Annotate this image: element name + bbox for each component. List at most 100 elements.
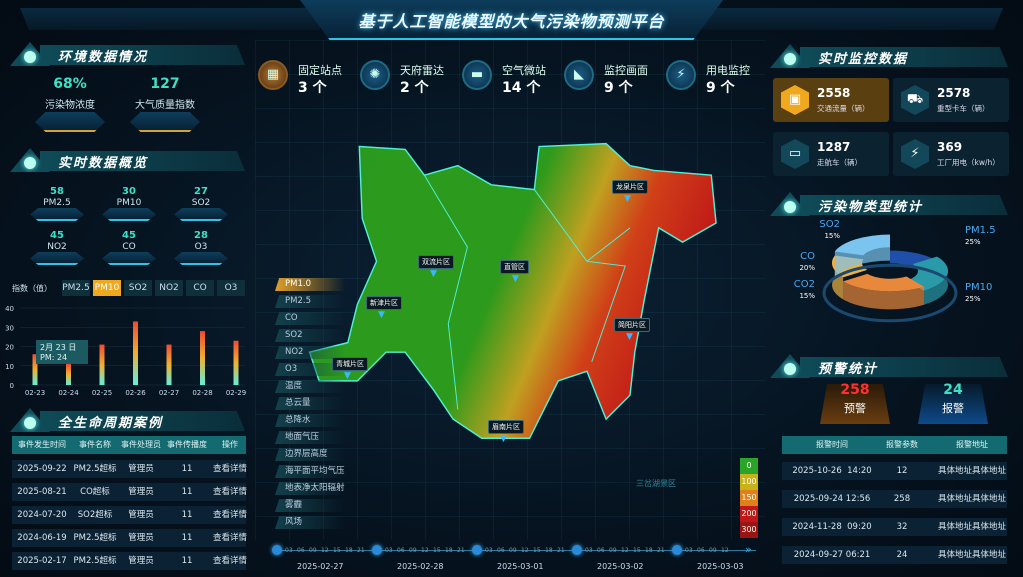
bar: [32, 354, 38, 385]
chart-tab-so2[interactable]: SO2: [124, 280, 152, 296]
table-cell: 管理员: [128, 510, 154, 520]
layer-item[interactable]: 边界层高度: [275, 448, 345, 461]
stat-count: 2 个: [400, 80, 429, 96]
hour-tick: 12: [421, 547, 429, 554]
bg-place-label: 三岔湖景区: [636, 479, 676, 488]
location-pin-icon[interactable]: ▼: [512, 274, 519, 284]
location-pin-icon[interactable]: ▼: [378, 310, 385, 320]
timeline-track[interactable]: [276, 550, 756, 551]
bar: [200, 331, 205, 385]
hour-tick: 03: [385, 547, 393, 554]
layer-item[interactable]: 海平面平均气压: [275, 465, 345, 478]
hour-tick: 03: [685, 547, 693, 554]
table-cell: 管理员: [128, 464, 154, 474]
layer-item[interactable]: 总降水: [275, 414, 345, 427]
pie-pct: 20%: [799, 264, 815, 272]
day-marker[interactable]: [672, 545, 682, 555]
district-label[interactable]: 新津片区: [366, 296, 402, 310]
column-header: 事件传播度: [167, 440, 207, 449]
pie-pct: 15%: [824, 232, 840, 240]
stat-count: 9 个: [604, 80, 633, 96]
legend-swatch: 0: [740, 458, 758, 474]
chart-tab-pm10[interactable]: PM10: [93, 280, 121, 296]
district-label[interactable]: 龙泉片区: [612, 180, 648, 194]
legend-swatch: 150: [740, 490, 758, 506]
realtime-value: 45: [122, 230, 136, 241]
table-cell: PM2.5超标: [73, 556, 117, 566]
hour-tick: 15: [533, 547, 541, 554]
district-label[interactable]: 眉南片区: [488, 420, 524, 434]
realtime-platform: [102, 208, 156, 221]
district-map[interactable]: [300, 125, 740, 455]
pie-pct: 25%: [965, 238, 981, 246]
realtime-value: 58: [50, 186, 64, 197]
layer-item[interactable]: CO: [275, 312, 345, 325]
layer-item[interactable]: PM2.5: [275, 295, 345, 308]
table-row: 2024-06-19 PM2.5超标 管理员 11 查看详情: [12, 529, 247, 547]
pie-pct: 15%: [799, 292, 815, 300]
hour-tick: 09: [709, 547, 717, 554]
layer-item[interactable]: O3: [275, 363, 345, 376]
tooltip-value: PM: 24: [40, 353, 68, 362]
bar: [66, 363, 71, 385]
location-pin-icon[interactable]: ▼: [626, 332, 633, 342]
table-cell: 2024-11-28 09:20: [792, 522, 872, 532]
section-title: 污染物类型统计: [818, 200, 924, 215]
chevron-right-icon[interactable]: »: [745, 543, 752, 556]
location-pin-icon[interactable]: ▼: [430, 269, 437, 279]
layer-item[interactable]: 雾霾: [275, 499, 345, 512]
hour-tick: 18: [345, 547, 353, 554]
realtime-label: SO2: [191, 198, 211, 208]
chart-tab-pm25[interactable]: PM2.5: [62, 280, 90, 296]
realtime-platform: [174, 252, 228, 265]
district-label[interactable]: 简阳片区: [614, 318, 650, 332]
view-details-link[interactable]: 查看详情: [212, 556, 247, 566]
play-button[interactable]: [272, 545, 282, 555]
y-tick: 40: [5, 305, 14, 313]
realtime-platform: [30, 252, 84, 265]
layer-item[interactable]: 地面气压: [275, 431, 345, 444]
alerts-table-header: 报警时间 报警参数 报警地址: [782, 436, 1007, 454]
location-pin-icon[interactable]: ▼: [624, 194, 631, 204]
district-label[interactable]: 双流片区: [418, 255, 454, 269]
hour-tick: 06: [597, 547, 605, 554]
view-details-link[interactable]: 查看详情: [212, 464, 247, 474]
hour-tick: 06: [697, 547, 705, 554]
chart-tab-o3[interactable]: O3: [217, 280, 245, 296]
table-cell: 2025-08-21: [17, 487, 67, 497]
legend-swatch: 300: [740, 522, 758, 538]
view-details-link[interactable]: 查看详情: [212, 533, 247, 543]
day-marker[interactable]: [572, 545, 582, 555]
district-label[interactable]: 直管区: [500, 260, 529, 274]
y-tick: 10: [5, 363, 14, 371]
view-details-link[interactable]: 查看详情: [212, 510, 247, 520]
table-row: 2025-10-26 14:20 12 具体地址具体地址: [782, 462, 1007, 480]
layer-item[interactable]: PM1.0: [275, 278, 345, 291]
realtime-platform: [102, 252, 156, 265]
view-details-link[interactable]: 查看详情: [212, 487, 247, 497]
realtime-label: CO: [122, 242, 136, 252]
layer-item[interactable]: NO2: [275, 346, 345, 359]
layer-item[interactable]: SO2: [275, 329, 345, 342]
location-pin-icon[interactable]: ▼: [500, 434, 507, 444]
table-cell: 32: [896, 522, 908, 532]
table-cell: 具体地址具体地址: [937, 466, 1006, 476]
chart-tab-no2[interactable]: NO2: [155, 280, 183, 296]
layer-item[interactable]: 地表净太阳辐射: [275, 482, 345, 495]
table-cell: 11: [181, 510, 193, 520]
day-marker[interactable]: [472, 545, 482, 555]
table-cell: 24: [896, 550, 908, 560]
layer-item[interactable]: 总云量: [275, 397, 345, 410]
card-label: 重型卡车（辆）: [937, 104, 990, 113]
table-row: 2025-09-22 PM2.5超标 管理员 11 查看详情: [12, 460, 247, 478]
realtime-label: PM10: [116, 198, 142, 208]
realtime-platform: [30, 208, 84, 221]
column-header: 报警地址: [956, 440, 988, 449]
day-marker[interactable]: [372, 545, 382, 555]
chart-tab-co[interactable]: CO: [186, 280, 214, 296]
layer-item[interactable]: 温度: [275, 380, 345, 393]
layer-item[interactable]: 风场: [275, 516, 345, 529]
table-cell: 2025-09-22: [17, 464, 67, 474]
pie-slice-top: [843, 273, 925, 292]
location-pin-icon[interactable]: ▼: [344, 371, 351, 381]
